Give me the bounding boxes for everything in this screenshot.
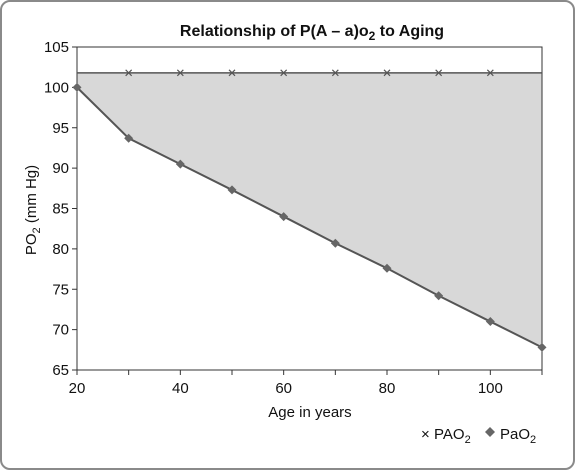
y-tick-label-105: 105: [44, 39, 69, 56]
pao2-arterial-point-70: [330, 238, 340, 248]
y-tick-label-80: 80: [52, 241, 69, 258]
pao2-arterial-point-30: [124, 133, 134, 143]
y-tick-label-100: 100: [44, 79, 69, 96]
pao2-arterial-point-80: [382, 263, 392, 273]
y-tick-label-95: 95: [52, 120, 69, 137]
pao2-arterial-point-100: [485, 317, 495, 327]
x-tick-label-80: 80: [379, 380, 396, 397]
pao2-alveolar-point-80: [383, 69, 391, 77]
y-tick-label-75: 75: [52, 281, 69, 298]
pao2-arterial-point-60: [279, 212, 289, 222]
y-axis-label: PO2 (mm Hg): [23, 165, 43, 255]
legend-label-pao2-alveolar: PAO2: [434, 426, 471, 446]
series-pao2-arterial-line: [76, 86, 543, 349]
gradient-area: [77, 72, 542, 348]
legend: × PAO2 PaO2: [421, 426, 536, 446]
pao2-alveolar-point-100: [486, 69, 494, 77]
pao2-alveolar-point-50: [228, 69, 236, 77]
pao2-arterial-point-90: [434, 291, 444, 301]
legend-marker-x: ×: [421, 426, 430, 443]
legend-label-pao2-arterial: PaO2: [500, 426, 536, 446]
pao2-arterial-point-110: [537, 342, 547, 352]
legend-marker-diamond: [485, 427, 495, 437]
pao2-alveolar-point-40: [176, 69, 184, 77]
pao2-arterial-point-50: [227, 185, 237, 195]
pao2-alveolar-point-30: [125, 69, 133, 77]
x-tick-label-20: 20: [69, 380, 86, 397]
pao2-alveolar-point-60: [280, 69, 288, 77]
pao2-arterial-point-40: [175, 159, 185, 169]
y-tick-label-65: 65: [52, 362, 69, 379]
x-tick-label-60: 60: [275, 380, 292, 397]
x-tick-label-40: 40: [172, 380, 189, 397]
pao2-alveolar-point-90: [435, 69, 443, 77]
x-tick-label-100: 100: [478, 380, 503, 397]
plot-area: 65 70 75 80 85 90 95 100 105 20 40 60 80 100: [44, 39, 547, 397]
chart-title: Relationship of P(A – a)o2 to Aging: [180, 23, 444, 43]
pao2-arterial-point-20: [72, 82, 82, 92]
x-axis-label: Age in years: [268, 404, 351, 421]
y-tick-label-85: 85: [52, 201, 69, 218]
pao2-alveolar-point-70: [331, 69, 339, 77]
y-tick-label-70: 70: [52, 322, 69, 339]
y-tick-label-90: 90: [52, 160, 69, 177]
